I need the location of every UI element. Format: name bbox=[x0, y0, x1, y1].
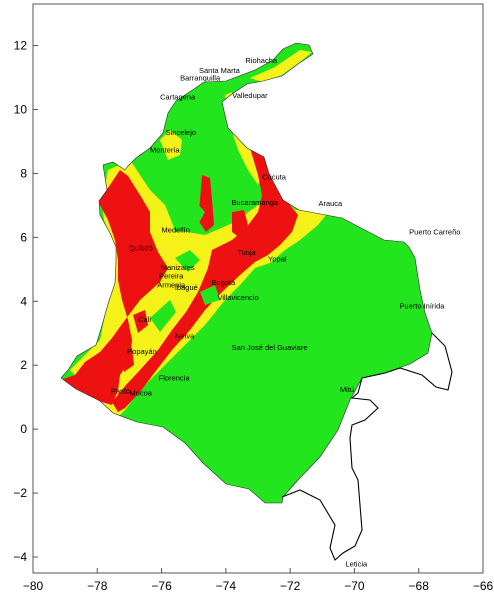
y-tick-label: −4 bbox=[13, 550, 27, 564]
colombia-boundary bbox=[60, 42, 433, 504]
high-hazard-zone bbox=[232, 210, 248, 238]
x-tick-label: −68 bbox=[409, 579, 430, 593]
high-hazard-zone bbox=[61, 170, 168, 405]
city-label: Valledupar bbox=[232, 91, 268, 100]
low-hazard-zone bbox=[200, 285, 220, 305]
city-label: Tunja bbox=[237, 248, 256, 257]
city-label: Popayán bbox=[127, 347, 157, 356]
intermediate-hazard-zone bbox=[285, 210, 330, 250]
x-tick-label: −76 bbox=[151, 579, 172, 593]
city-label: San José del Guaviare bbox=[232, 343, 308, 352]
high-hazard-zone bbox=[133, 310, 148, 333]
city-label: Puerto Carreño bbox=[409, 228, 460, 237]
city-label: Yopal bbox=[268, 254, 287, 263]
city-label: Armenia bbox=[157, 280, 186, 289]
low-hazard-zone bbox=[150, 300, 176, 332]
city-label: Cartagena bbox=[160, 93, 196, 102]
x-tick-label: −72 bbox=[280, 579, 301, 593]
city-label: Arauca bbox=[318, 199, 343, 208]
city-label: Cúcuta bbox=[262, 173, 287, 182]
city-label: Pasto bbox=[111, 386, 130, 395]
y-tick-label: 8 bbox=[20, 166, 27, 180]
city-label: Puerto Inírida bbox=[399, 301, 445, 310]
high-hazard-zone bbox=[198, 175, 214, 232]
city-label: Ibagué bbox=[175, 283, 198, 292]
country-outline bbox=[60, 42, 453, 561]
city-label: Mitú bbox=[340, 385, 354, 394]
hazard-zones bbox=[61, 43, 432, 503]
city-label: Santa Marta bbox=[199, 66, 241, 75]
y-tick-label: 10 bbox=[14, 102, 28, 116]
x-tick-label: −78 bbox=[87, 579, 108, 593]
y-tick-label: 4 bbox=[20, 294, 27, 308]
city-label: Leticia bbox=[346, 559, 369, 568]
city-label: Pereira bbox=[159, 272, 184, 281]
city-label: Quibdó bbox=[129, 243, 153, 252]
y-tick-label: 12 bbox=[14, 39, 28, 53]
city-label: Montería bbox=[150, 145, 180, 154]
x-tick-label: −80 bbox=[23, 579, 44, 593]
plot-frame bbox=[32, 3, 484, 574]
city-label: Cali bbox=[138, 315, 151, 324]
x-tick-label: −70 bbox=[344, 579, 365, 593]
low-hazard-zone bbox=[165, 190, 205, 232]
y-tick-label: 6 bbox=[20, 230, 27, 244]
city-label: Bucaramanga bbox=[231, 198, 279, 207]
city-label: Florencia bbox=[159, 374, 191, 383]
intermediate-hazard-zone bbox=[160, 130, 182, 160]
x-tick-label: −74 bbox=[216, 579, 237, 593]
city-label: Riohacha bbox=[245, 56, 278, 65]
y-tick-label: 0 bbox=[20, 422, 27, 436]
low-hazard-zone bbox=[175, 250, 200, 272]
city-label: Bogotá bbox=[211, 278, 236, 287]
amazon-boundary bbox=[281, 332, 453, 561]
city-label: Mocoa bbox=[129, 388, 152, 397]
axis-ticks: −80 −78 −76 −74 −72 −70 −68 −66 12 10 8 6 4 2 0 −2 −4 bbox=[13, 39, 493, 593]
city-label: Manizales bbox=[161, 263, 195, 272]
y-tick-label: −2 bbox=[13, 486, 27, 500]
city-label: Medellín bbox=[162, 225, 190, 234]
city-label: Sincelejo bbox=[166, 128, 196, 137]
plot-border bbox=[32, 3, 484, 574]
intermediate-hazard-zone bbox=[250, 50, 312, 82]
city-label: Barranquilla bbox=[180, 74, 221, 83]
high-hazard-zone bbox=[112, 148, 298, 412]
city-label: Neiva bbox=[175, 331, 195, 340]
x-tick-label: −66 bbox=[473, 579, 494, 593]
y-tick-label: 2 bbox=[20, 358, 27, 372]
city-label: Villavicencio bbox=[218, 293, 259, 302]
high-hazard-zone bbox=[122, 348, 134, 372]
